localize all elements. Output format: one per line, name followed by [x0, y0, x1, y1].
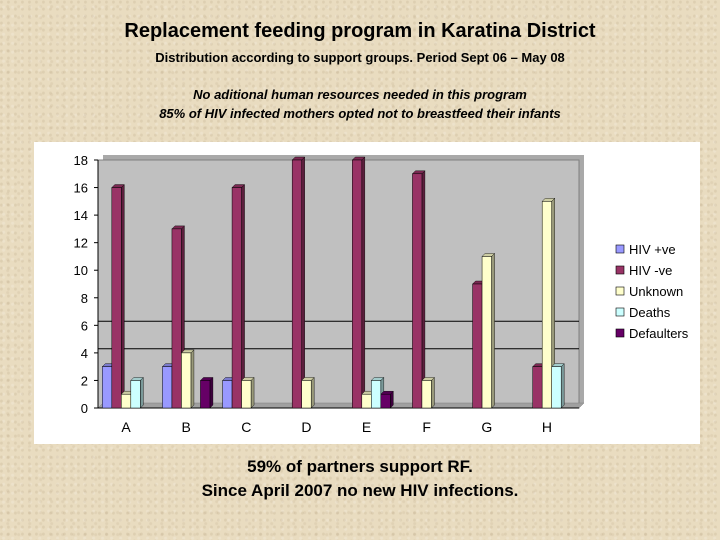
bar-H-deaths-side: [560, 363, 565, 409]
bar-B-hiv-ve: [171, 228, 182, 409]
bar-B-defaulters: [200, 380, 211, 409]
y-tick-label: 2: [81, 373, 88, 388]
note-line-2: 85% of HIV infected mothers opted not to…: [159, 106, 561, 121]
bar-C-hiv-ve: [222, 380, 233, 409]
x-tick-label: E: [362, 419, 371, 435]
bar-H-hiv-ve: [532, 366, 543, 409]
y-tick-label: 6: [81, 318, 88, 333]
bar-E-unknown: [361, 393, 372, 409]
bar-D-hiv-ve: [291, 159, 302, 409]
x-tick-label: H: [542, 419, 552, 435]
y-tick-label: 16: [74, 181, 88, 196]
legend-label: Defaulters: [629, 326, 689, 341]
bar-E-deaths: [371, 380, 382, 409]
bar-F-hiv-ve-side: [421, 170, 426, 409]
bar-A-hiv-ve-side: [121, 184, 125, 409]
bar-A-hiv-ve: [111, 187, 122, 409]
y-tick-label: 10: [74, 263, 88, 278]
y-tick-label: 12: [74, 236, 88, 251]
x-tick-label: F: [422, 419, 431, 435]
bar-G-unknown-side: [491, 252, 495, 409]
legend-label: Unknown: [629, 284, 683, 299]
y-tick-label: 14: [74, 208, 88, 223]
bar-G-unknown: [481, 256, 492, 409]
chart-container: 0 2 4 6 8 10 12 14 16 18 A B C D E F G H HIV +ve HIV -ve Unk…: [34, 142, 700, 444]
bar-G-hiv-ve: [472, 283, 483, 409]
y-tick-label: 18: [74, 153, 88, 168]
legend-swatch: [615, 286, 625, 296]
bar-A-unknown: [121, 393, 132, 409]
bar-D-hiv-ve-side: [301, 156, 305, 409]
bar-D-unknown: [301, 380, 312, 409]
legend-label: HIV +ve: [629, 242, 676, 257]
bar-C-hiv-ve-side: [241, 184, 245, 409]
bar-B-unknown-side: [190, 349, 195, 409]
slide-title: Replacement feeding program in Karatina …: [124, 20, 596, 42]
bar-D-unknown-side: [310, 376, 315, 409]
bar-chart: 0 2 4 6 8 10 12 14 16 18 A B C D E F G H HIV +ve HIV -ve Unk…: [74, 153, 689, 435]
bar-H-unknown: [541, 201, 552, 409]
bar-C-unknown-side: [250, 376, 255, 409]
bar-B-hiv-ve: [162, 366, 173, 409]
x-tick-label: B: [182, 419, 191, 435]
bar-A-deaths-side: [140, 376, 144, 409]
bar-A-hiv-ve: [102, 366, 113, 409]
y-tick-label: 8: [81, 291, 88, 306]
bar-E-hiv-ve: [352, 159, 363, 409]
legend-swatch: [615, 265, 625, 275]
note-line-1: No aditional human resources needed in t…: [193, 87, 527, 102]
legend-swatch: [615, 244, 625, 254]
x-tick-label: G: [481, 419, 492, 435]
legend-label: HIV -ve: [629, 263, 672, 278]
bar-F-unknown-side: [431, 376, 435, 409]
bar-F-hiv-ve: [412, 173, 423, 409]
legend-swatch: [615, 328, 625, 338]
legend-label: Deaths: [629, 305, 671, 320]
y-tick-label: 0: [81, 401, 88, 416]
bar-B-unknown: [181, 352, 192, 409]
x-tick-label: D: [301, 419, 311, 435]
bar-E-hiv-ve-side: [361, 156, 366, 409]
legend-swatch: [615, 307, 625, 317]
bar-C-hiv-ve: [231, 187, 242, 409]
bar-F-unknown: [421, 380, 432, 409]
slide-subtitle: Distribution according to support groups…: [155, 50, 565, 65]
footer-line-1: 59% of partners support RF.: [247, 457, 473, 476]
x-tick-label: C: [241, 419, 251, 435]
x-tick-label: A: [121, 419, 131, 435]
bar-C-unknown: [241, 380, 252, 409]
bar-E-defaulters: [380, 393, 391, 409]
y-tick-label: 4: [81, 346, 88, 361]
footer-line-2: Since April 2007 no new HIV infections.: [201, 481, 519, 500]
bar-A-deaths: [130, 380, 141, 409]
bar-H-deaths: [551, 366, 562, 409]
bar-B-defaulters-side: [209, 376, 214, 409]
